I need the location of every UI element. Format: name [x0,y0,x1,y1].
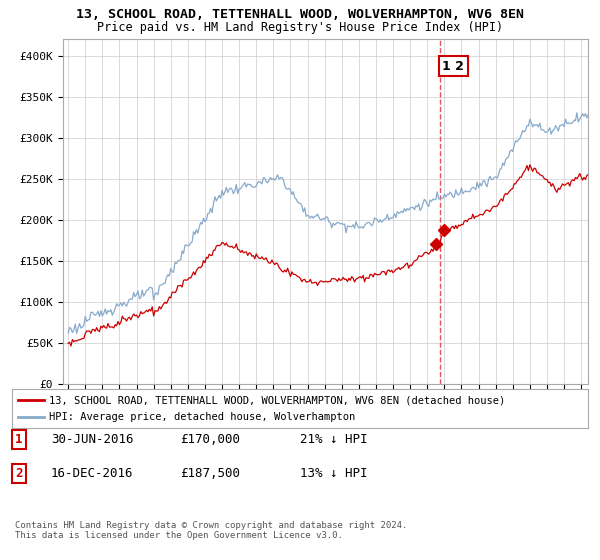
Text: HPI: Average price, detached house, Wolverhampton: HPI: Average price, detached house, Wolv… [49,412,356,422]
Text: 21% ↓ HPI: 21% ↓ HPI [300,433,367,446]
Text: Contains HM Land Registry data © Crown copyright and database right 2024.
This d: Contains HM Land Registry data © Crown c… [15,521,407,540]
Text: 13, SCHOOL ROAD, TETTENHALL WOOD, WOLVERHAMPTON, WV6 8EN: 13, SCHOOL ROAD, TETTENHALL WOOD, WOLVER… [76,8,524,21]
Text: Price paid vs. HM Land Registry's House Price Index (HPI): Price paid vs. HM Land Registry's House … [97,21,503,34]
Text: 13, SCHOOL ROAD, TETTENHALL WOOD, WOLVERHAMPTON, WV6 8EN (detached house): 13, SCHOOL ROAD, TETTENHALL WOOD, WOLVER… [49,395,506,405]
Text: £187,500: £187,500 [180,466,240,480]
Text: 16-DEC-2016: 16-DEC-2016 [51,466,133,480]
Text: £170,000: £170,000 [180,433,240,446]
Text: 13% ↓ HPI: 13% ↓ HPI [300,466,367,480]
Text: 1: 1 [15,433,23,446]
Text: 30-JUN-2016: 30-JUN-2016 [51,433,133,446]
Text: 1 2: 1 2 [442,60,464,73]
Text: 2: 2 [15,466,23,480]
